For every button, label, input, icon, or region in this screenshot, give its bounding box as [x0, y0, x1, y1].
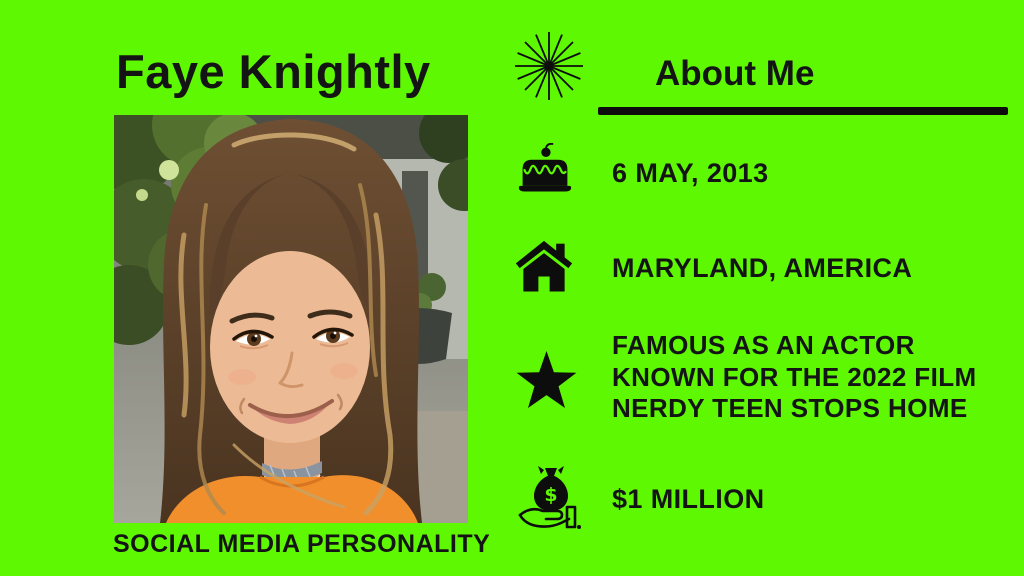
svg-text:$: $ [544, 484, 557, 506]
money-bag-hand-icon: $ [517, 463, 584, 532]
about-item-birthday: 6 MAY, 2013 [612, 158, 769, 188]
starburst-icon [512, 29, 586, 103]
birthday-cake-icon [517, 142, 573, 196]
about-item-net-worth: $1 MILLION [612, 484, 765, 514]
portrait-illustration [114, 115, 468, 523]
role-caption: SOCIAL MEDIA PERSONALITY [113, 530, 491, 558]
about-item-location: MARYLAND, AMERICA [612, 253, 913, 283]
about-item-famous-for: FAMOUS AS AN ACTOR KNOWN FOR THE 2022 FI… [612, 330, 977, 423]
home-icon [514, 239, 574, 292]
about-underline [598, 107, 1008, 115]
star-icon [515, 349, 578, 411]
about-title: About Me [655, 54, 815, 93]
profile-photo [114, 115, 468, 523]
page-title: Faye Knightly [116, 45, 431, 98]
